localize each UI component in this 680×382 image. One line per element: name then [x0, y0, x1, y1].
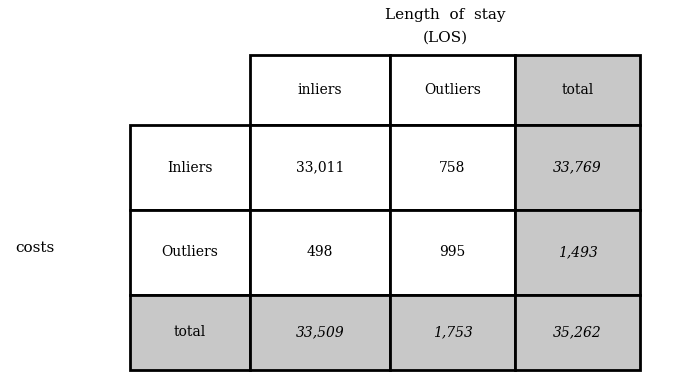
Bar [515, 125, 640, 210]
Bar [390, 55, 515, 125]
Text: (LOS): (LOS) [422, 31, 468, 45]
Text: 995: 995 [439, 246, 466, 259]
Bar [130, 295, 250, 370]
Text: costs: costs [16, 241, 54, 254]
Bar [390, 210, 515, 295]
Text: Inliers: Inliers [167, 160, 213, 175]
Text: 1,753: 1,753 [432, 325, 473, 340]
Text: total: total [174, 325, 206, 340]
Bar [515, 295, 640, 370]
Bar [130, 210, 250, 295]
Bar [250, 55, 390, 125]
Text: inliers: inliers [298, 83, 342, 97]
Text: 35,262: 35,262 [553, 325, 602, 340]
Bar [250, 210, 390, 295]
Text: 33,769: 33,769 [553, 160, 602, 175]
Bar [515, 55, 640, 125]
Bar [250, 125, 390, 210]
Text: Outliers: Outliers [162, 246, 218, 259]
Text: Outliers: Outliers [424, 83, 481, 97]
Bar [515, 210, 640, 295]
Bar [250, 295, 390, 370]
Text: Length  of  stay: Length of stay [385, 8, 505, 22]
Bar [130, 125, 250, 210]
Bar [390, 125, 515, 210]
Text: 33,509: 33,509 [296, 325, 344, 340]
Text: 33,011: 33,011 [296, 160, 344, 175]
Text: total: total [562, 83, 594, 97]
Text: 758: 758 [439, 160, 466, 175]
Text: 1,493: 1,493 [558, 246, 598, 259]
Text: 498: 498 [307, 246, 333, 259]
Bar [390, 295, 515, 370]
